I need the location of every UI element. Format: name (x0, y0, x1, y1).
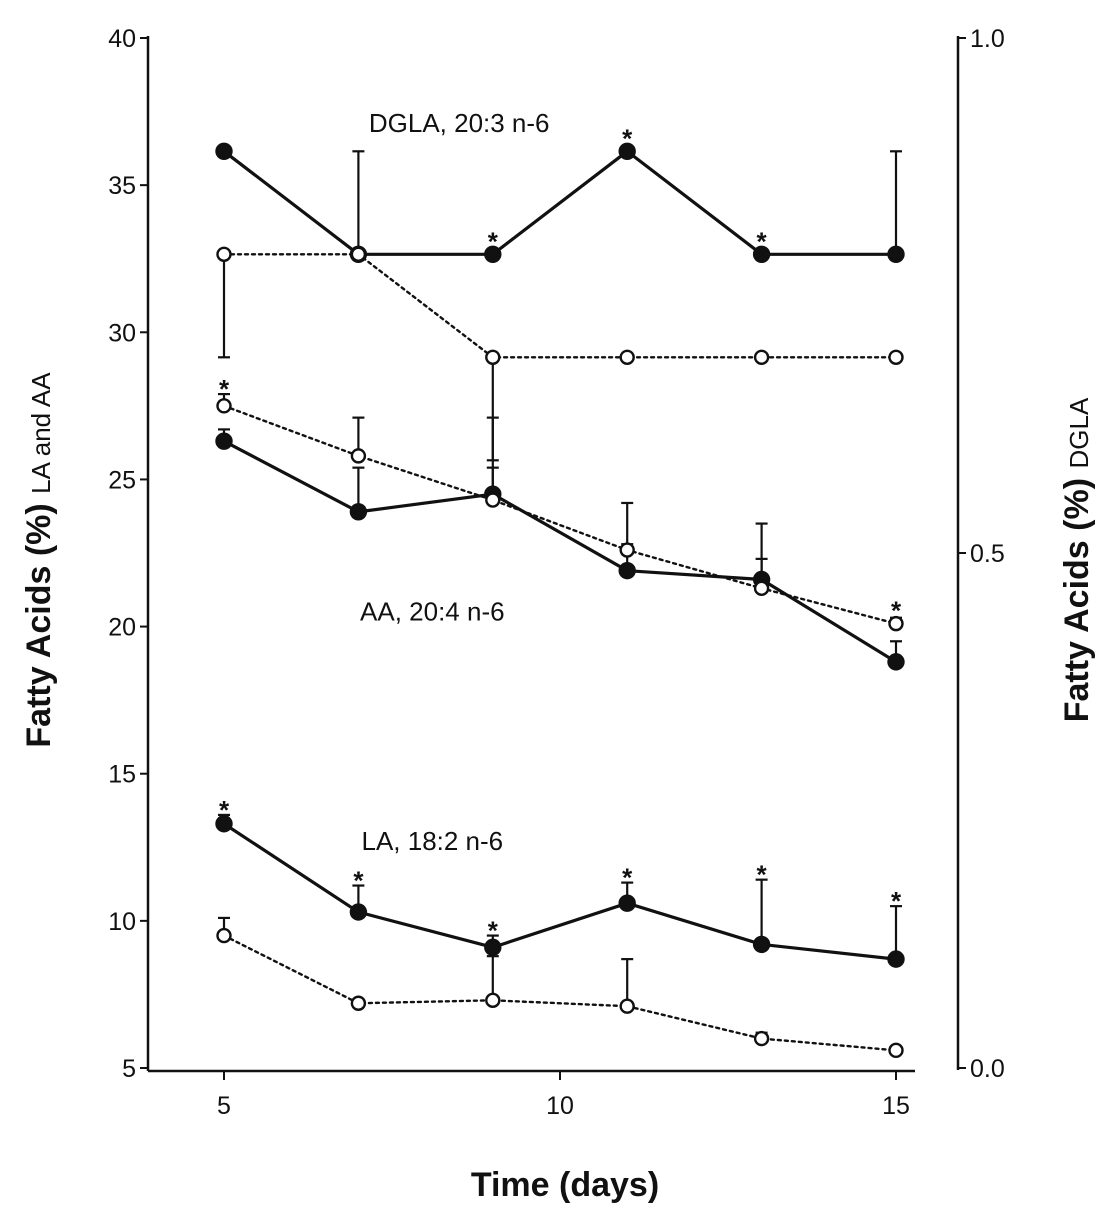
right-y-tick-label: 0.0 (970, 1055, 1005, 1083)
la-filled-significance-star: * (219, 795, 230, 825)
dgla-filled-point (618, 142, 636, 161)
la-open-point (753, 1030, 770, 1047)
la-filled-point (349, 903, 368, 921)
left-y-tick-label: 10 (108, 908, 136, 936)
la-filled-point (215, 815, 233, 833)
aa-open-point (350, 448, 367, 464)
dgla-open-point (216, 246, 232, 263)
la-open-point (216, 927, 232, 944)
dgla-open-point (753, 349, 770, 365)
dgla-open-point (888, 349, 904, 365)
la-open-point (619, 998, 635, 1014)
aa-filled-point (618, 561, 636, 580)
series-label-0: DGLA, 20:3 n-6 (369, 108, 550, 138)
labels-layer: Time (days)Fatty Acids (%) LA and AAFatt… (20, 108, 1096, 1204)
la-filled-point (887, 950, 905, 968)
right-y-tick-label: 0.5 (970, 540, 1005, 568)
left-y-axis-title-bold: Fatty Acids (%) (20, 494, 58, 748)
la-filled-significance-star: * (757, 860, 768, 890)
dgla-open-series-line (222, 253, 898, 359)
la-open-point (485, 992, 501, 1009)
aa-open-point (888, 615, 904, 632)
right-y-tick-label: 1.0 (970, 25, 1005, 53)
x-tick-label: 5 (217, 1092, 231, 1120)
la-open-series-line (222, 934, 898, 1052)
dgla-filled-significance-star: * (622, 123, 633, 153)
aa-filled-point (349, 503, 368, 521)
left-y-tick-label: 15 (108, 761, 136, 789)
dgla-filled-point (484, 245, 502, 264)
markers-layer (215, 142, 905, 1059)
right-y-axis-title: Fatty Acids (%) DGLA (1058, 397, 1096, 722)
series-lines-layer (222, 149, 898, 1052)
dgla-open-point (350, 246, 367, 263)
dgla-open-point (619, 349, 635, 365)
x-tick-label: 10 (546, 1092, 574, 1120)
la-filled-point (484, 938, 502, 957)
la-filled-significance-star: * (891, 886, 902, 916)
aa-open-significance-star: * (891, 596, 902, 626)
la-open-point (888, 1042, 904, 1059)
left-y-tick-label: 25 (108, 466, 136, 494)
aa-filled-point (215, 432, 233, 450)
x-axis-title: Time (days) (471, 1166, 659, 1204)
la-filled-significance-star: * (488, 916, 499, 946)
la-filled-series-line (222, 822, 898, 961)
series-label-2: LA, 18:2 n-6 (361, 826, 503, 856)
axes-layer: 5 10 15 20 25 30 35 40 0.0 0.5 1.0 5 10 15 (108, 25, 1005, 1120)
aa-open-significance-star: * (219, 374, 230, 404)
error-bars-layer (218, 150, 902, 1039)
left-y-axis-title-normal: LA and AA (26, 372, 56, 494)
aa-open-series-line (222, 404, 898, 625)
dgla-filled-point (752, 245, 771, 264)
dgla-open-point (485, 349, 501, 365)
dgla-filled-point (887, 245, 905, 264)
la-filled-significance-star: * (353, 866, 364, 896)
aa-filled-point (887, 653, 905, 671)
aa-open-point (485, 492, 501, 508)
la-filled-point (618, 894, 636, 912)
left-y-tick-label: 35 (108, 172, 136, 200)
left-y-tick-label: 20 (108, 614, 136, 642)
x-tick-label: 15 (882, 1092, 910, 1120)
dgla-filled-point (215, 142, 233, 161)
series-label-1: AA, 20:4 n-6 (360, 597, 505, 627)
dgla-filled-significance-star: * (488, 226, 499, 256)
aa-open-point (753, 580, 770, 597)
aa-filled-series-line (222, 439, 898, 664)
la-filled-significance-star: * (622, 863, 633, 893)
right-y-axis-title-normal: DGLA (1064, 397, 1094, 468)
left-y-tick-label: 40 (108, 25, 136, 53)
right-y-axis-title-bold: Fatty Acids (%) (1058, 469, 1096, 723)
left-y-tick-label: 5 (122, 1055, 136, 1083)
la-open-point (350, 995, 367, 1011)
la-filled-point (752, 935, 771, 954)
left-y-axis-title: Fatty Acids (%) LA and AA (20, 372, 58, 748)
aa-open-point (619, 542, 635, 558)
aa-open-point (216, 398, 232, 414)
dgla-filled-significance-star: * (757, 226, 768, 256)
dgla-filled-series-line (222, 149, 898, 256)
left-y-tick-label: 30 (108, 319, 136, 347)
